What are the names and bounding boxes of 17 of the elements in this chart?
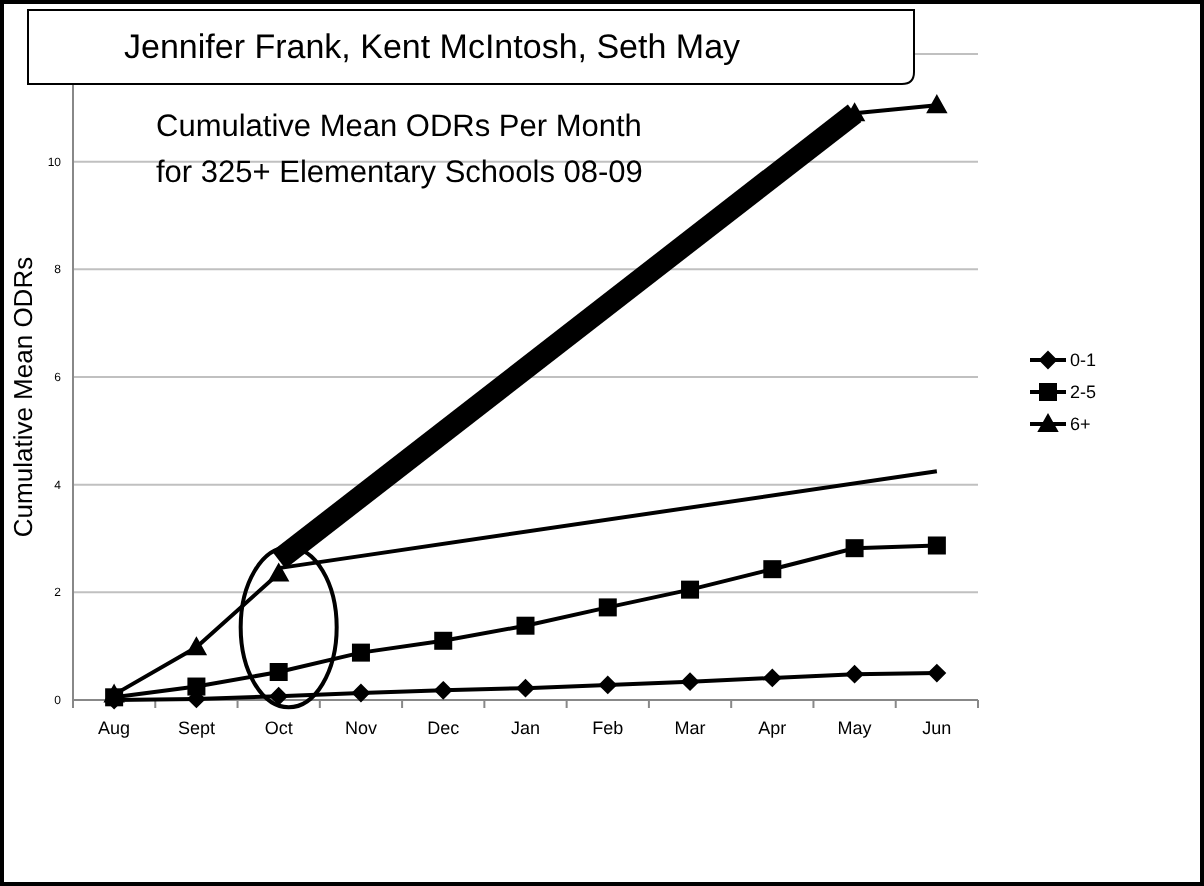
x-tick-label: Sept [177,718,216,738]
x-tick-label: Oct [264,718,294,738]
legend-label: 6+ [1070,413,1091,434]
text: Cumulative Mean ODRs Per Month for 325+ Elementary Schools 08-09 [156,110,643,190]
x-tick-label: Jan [510,718,541,738]
x-tick-label: Dec [427,718,461,738]
x-tick-label: May [837,718,873,738]
x-tick-label: Jun [922,718,952,738]
legend-label: 0-1 [1070,349,1097,370]
x-tick-label: Nov [344,718,378,738]
x-tick-label: Apr [758,718,787,738]
x-tick-label: Mar [674,718,706,738]
x-tick-label: Feb [592,718,624,738]
x-tick-label: Aug [98,718,131,738]
y-axis-title: Cumulative Mean ODRs [8,255,38,538]
annotation: Jennifer Frank, Kent McIntosh, Seth May [124,28,742,66]
legend-label: 2-5 [1070,381,1097,402]
